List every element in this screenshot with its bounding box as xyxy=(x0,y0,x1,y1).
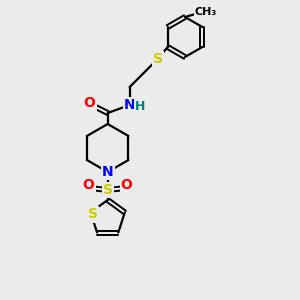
Text: S: S xyxy=(103,183,113,197)
Text: S: S xyxy=(153,52,163,66)
Text: S: S xyxy=(88,207,98,221)
Text: CH₃: CH₃ xyxy=(195,7,217,17)
Text: N: N xyxy=(102,165,113,179)
Text: N: N xyxy=(124,98,136,112)
Text: O: O xyxy=(121,178,133,192)
Text: H: H xyxy=(134,100,145,112)
Text: O: O xyxy=(84,96,96,110)
Text: O: O xyxy=(83,178,94,192)
